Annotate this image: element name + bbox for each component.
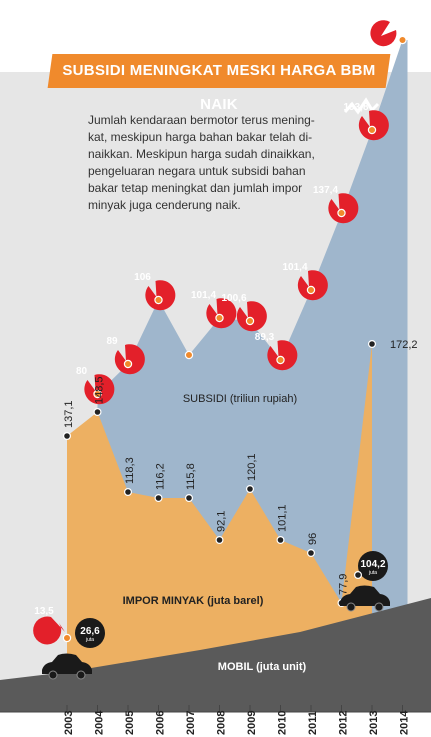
subsidi-point	[93, 389, 102, 399]
impor-point	[215, 535, 224, 544]
x-tick-label: 2014	[399, 710, 411, 735]
subsidi-point	[306, 285, 316, 295]
impor-point	[123, 488, 132, 497]
subsidi-2014-pin	[370, 20, 397, 47]
impor-point	[276, 535, 285, 544]
callout-104-2-unit: juta	[368, 570, 377, 576]
subsidi-point	[398, 35, 407, 45]
callout-26-6-value: 26,6	[80, 626, 100, 637]
description-line: minyak juga cenderung naik.	[88, 198, 241, 212]
impor-value-label: 77,9	[338, 574, 350, 595]
mobil-area	[0, 598, 431, 712]
x-tick-label: 2011	[307, 711, 319, 735]
car-icon-body	[340, 585, 390, 606]
subsidi-2010-pin	[267, 340, 298, 371]
subsidi-2006-pin	[145, 280, 176, 311]
subsidi-point	[154, 295, 163, 305]
impor-value-label: 172,2	[390, 339, 418, 351]
description-line: bakar tetap meningkat dan jumlah impor	[88, 181, 303, 195]
impor-point	[154, 494, 163, 503]
x-tick-label: 2005	[124, 711, 136, 735]
subsidi-point	[276, 355, 285, 365]
chart-title: SUBSIDI MENINGKAT MESKI HARGA BBM NAIK	[62, 62, 376, 113]
car-icon	[340, 585, 390, 612]
x-tick-label: 2003	[63, 711, 75, 735]
subsidi-2008-value-label: 101,4	[191, 290, 216, 301]
subsidi-point	[337, 208, 346, 218]
subsidi-2012-pin	[328, 193, 359, 224]
mobil-2003-pin	[33, 616, 65, 645]
impor-value-label: 92,1	[216, 511, 228, 532]
car-icon	[42, 653, 92, 680]
mobil-2003-value-label: 13,5	[34, 606, 54, 617]
callout-104-2-value: 104,2	[360, 559, 385, 570]
impor-point	[368, 340, 377, 349]
subsidi-2009-pin	[236, 301, 267, 332]
x-tick-label: 2010	[277, 711, 289, 735]
impor-point	[93, 408, 102, 417]
mobil-point	[62, 633, 72, 643]
axis-break-mark	[343, 97, 380, 115]
subsidi-2011-value-label: 101,4	[282, 262, 307, 273]
subsidi-point	[123, 359, 133, 369]
x-tick-label: 2012	[338, 711, 350, 735]
description-line: naikkan. Meskipun harga sudah dinaikkan,	[88, 147, 315, 161]
impor-point	[62, 432, 71, 441]
callout-104-2-circle	[358, 551, 388, 581]
description: Jumlah kendaraan bermotor terus mening- …	[88, 112, 338, 214]
subsidi-2013-pin	[358, 110, 389, 141]
series-label-subsidi: SUBSIDI (triliun rupiah)	[183, 393, 297, 405]
x-tick-label: 2007	[185, 711, 197, 735]
impor-value-label: 120,1	[246, 453, 258, 481]
series-label-mobil: MOBIL (juta unit)	[218, 661, 307, 673]
impor-value-label: 101,1	[277, 504, 289, 532]
callout-26-6-circle	[75, 618, 105, 648]
impor-value-label: 96	[307, 533, 319, 545]
x-tick-label: 2013	[368, 711, 380, 735]
subsidi-2009-value-label: 100,6	[221, 293, 246, 304]
subsidi-point	[184, 350, 194, 360]
subsidi-point	[245, 316, 255, 326]
description-line: Jumlah kendaraan bermotor terus mening-	[88, 113, 315, 127]
impor-point	[185, 494, 194, 503]
x-tick-label: 2006	[155, 711, 167, 735]
subsidi-2010-value-label: 89,3	[255, 332, 275, 343]
impor-value-label: 137,1	[63, 400, 75, 428]
impor-value-label: 118,3	[124, 457, 136, 484]
subsidi-2004-pin	[84, 374, 115, 405]
impor-value-label: 148,5	[94, 376, 106, 404]
callout-26-6-unit: juta	[85, 637, 94, 643]
subsidi-2008-pin	[206, 298, 237, 329]
impor-value-label: 116,2	[155, 463, 167, 490]
x-tick-label: 2009	[246, 711, 258, 735]
subsidi-point	[367, 125, 377, 135]
subsidi-2004-value-label: 80	[76, 366, 88, 377]
subsidi-point	[215, 313, 224, 323]
subsidi-2005-value-label: 89	[106, 336, 118, 347]
description-line: pengeluaran negara untuk subsidi bahan	[88, 164, 306, 178]
subsidi-2005-pin	[114, 344, 145, 375]
x-tick-label: 2004	[94, 710, 106, 735]
subsidi-2006-value-label: 106	[134, 272, 151, 283]
impor-value-label: 115,8	[185, 463, 197, 490]
car-icon-wheel	[76, 670, 86, 680]
subsidi-2011-pin	[297, 270, 328, 301]
subsidi-2013-value-label: 193,8	[343, 102, 368, 113]
impor-point	[307, 548, 316, 557]
impor-area	[67, 344, 372, 712]
subsidi-2012-value-label: 137,4	[313, 185, 338, 196]
x-tick-label: 2008	[216, 711, 228, 735]
impor-point	[246, 485, 255, 494]
car-icon-wheel	[48, 670, 58, 680]
series-label-impor: IMPOR MINYAK (juta barel)	[123, 595, 264, 607]
description-line: kat, meskipun harga bahan bakar telah di…	[88, 130, 313, 144]
car-icon-body	[42, 653, 92, 674]
mobil-end-point	[354, 570, 363, 579]
car-icon-wheel	[346, 602, 356, 612]
car-icon-wheel	[374, 602, 384, 612]
